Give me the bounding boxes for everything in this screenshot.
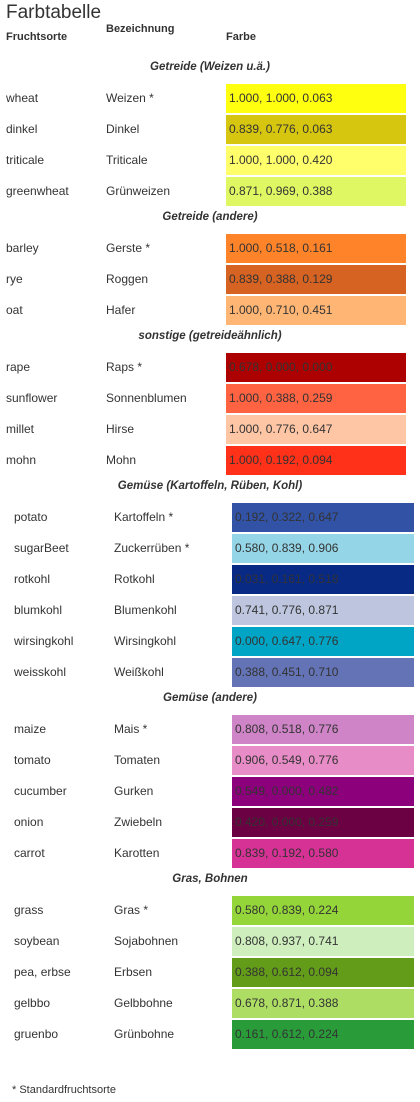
color-swatch: 1.000, 0.388, 0.259 xyxy=(226,384,406,413)
crop-id: wirsingkohl xyxy=(14,634,74,648)
color-swatch: 0.741, 0.776, 0.871 xyxy=(232,596,414,625)
crop-id: tomato xyxy=(14,753,51,767)
color-swatch: 1.000, 1.000, 0.420 xyxy=(226,146,406,175)
crop-name: Gurken xyxy=(114,784,154,798)
crop-id: rape xyxy=(6,360,31,374)
color-swatch: 0.871, 0.969, 0.388 xyxy=(226,177,406,206)
group-title: Gemüse (Kartoffeln, Rüben, Kohl) xyxy=(117,480,303,492)
crop-name: Zuckerrüben * xyxy=(114,541,190,555)
color-swatch: 0.839, 0.776, 0.063 xyxy=(226,115,406,144)
color-swatch: 0.388, 0.612, 0.094 xyxy=(232,958,414,987)
crop-id: barley xyxy=(6,241,39,255)
crop-name: Hafer xyxy=(106,303,136,317)
color-swatch: 1.000, 0.192, 0.094 xyxy=(226,446,406,475)
crop-id: mohn xyxy=(6,453,37,467)
color-swatch: 0.420, 0.000, 0.259 xyxy=(232,808,414,837)
color-swatch: 0.192, 0.322, 0.647 xyxy=(232,503,414,532)
crop-id: soybean xyxy=(14,934,60,948)
crop-id: maize xyxy=(14,722,47,736)
column-header: Bezeichnung xyxy=(106,23,175,35)
color-swatch: 0.580, 0.839, 0.906 xyxy=(232,534,414,563)
color-swatch: 0.839, 0.388, 0.129 xyxy=(226,265,406,294)
crop-name: Dinkel xyxy=(106,122,140,136)
color-swatch: 0.678, 0.871, 0.388 xyxy=(232,989,414,1018)
crop-name: Blumenkohl xyxy=(114,603,177,617)
crop-name: Grünbohne xyxy=(114,1027,175,1041)
crop-name: Raps * xyxy=(106,360,143,374)
group-title: sonstige (getreideähnlich) xyxy=(138,330,282,342)
color-swatch: 1.000, 0.518, 0.161 xyxy=(226,234,406,263)
crop-name: Mais * xyxy=(114,722,148,736)
crop-id: sugarBeet xyxy=(14,541,69,555)
crop-name: Tomaten xyxy=(114,753,161,767)
crop-name: Grünweizen xyxy=(106,184,171,198)
crop-name: Roggen xyxy=(106,272,149,286)
crop-id: rotkohl xyxy=(14,572,51,586)
crop-id: sunflower xyxy=(6,391,58,405)
column-header: Farbe xyxy=(226,31,256,43)
crop-name: Weizen * xyxy=(106,91,154,105)
crop-name: Sonnenblumen xyxy=(106,391,187,405)
crop-name: Hirse xyxy=(106,422,135,436)
crop-id: dinkel xyxy=(6,122,38,136)
crop-name: Erbsen xyxy=(114,965,153,979)
crop-name: Kartoffeln * xyxy=(114,510,174,524)
crop-id: cucumber xyxy=(14,784,67,798)
color-swatch: 0.161, 0.612, 0.224 xyxy=(232,1020,414,1049)
crop-id: weisskohl xyxy=(14,665,67,679)
crop-id: pea, erbse xyxy=(14,965,71,979)
crop-id: gelbbo xyxy=(14,996,51,1010)
crop-name: Mohn xyxy=(106,453,137,467)
crop-id: oat xyxy=(6,303,23,317)
crop-name: Triticale xyxy=(106,153,148,167)
color-swatch: 0.549, 0.000, 0.482 xyxy=(232,777,414,806)
crop-name: Weißkohl xyxy=(114,665,164,679)
crop-id: rye xyxy=(6,272,23,286)
footnote: * Standardfruchtsorte xyxy=(12,1084,116,1096)
crop-name: Gras * xyxy=(114,903,149,917)
crop-id: greenwheat xyxy=(6,184,69,198)
color-swatch: 0.388, 0.451, 0.710 xyxy=(232,658,414,687)
crop-id: carrot xyxy=(14,846,45,860)
crop-id: grass xyxy=(14,903,44,917)
color-swatch: 0.580, 0.839, 0.224 xyxy=(232,896,414,925)
crop-id: triticale xyxy=(6,153,45,167)
crop-name: Wirsingkohl xyxy=(114,634,177,648)
color-swatch: 1.000, 0.710, 0.451 xyxy=(226,296,406,325)
color-swatch: 0.000, 0.647, 0.776 xyxy=(232,627,414,656)
crop-id: wheat xyxy=(6,91,39,105)
color-swatch: 0.031, 0.161, 0.518 xyxy=(232,565,414,594)
group-title: Getreide (Weizen u.ä.) xyxy=(150,61,270,73)
crop-name: Zwiebeln xyxy=(114,815,163,829)
color-swatch: 0.808, 0.937, 0.741 xyxy=(232,927,414,956)
crop-name: Karotten xyxy=(114,846,160,860)
group-title: Getreide (andere) xyxy=(162,211,258,223)
crop-id: potato xyxy=(14,510,48,524)
color-swatch: 0.839, 0.192, 0.580 xyxy=(232,839,414,868)
crop-id: gruenbo xyxy=(14,1027,59,1041)
crop-id: blumkohl xyxy=(14,603,63,617)
crop-name: Gerste * xyxy=(106,241,151,255)
group-title: Gemüse (andere) xyxy=(163,692,257,704)
crop-name: Rotkohl xyxy=(114,572,155,586)
color-swatch: 1.000, 0.776, 0.647 xyxy=(226,415,406,444)
group-title: Gras, Bohnen xyxy=(172,873,248,885)
color-swatch: 0.906, 0.549, 0.776 xyxy=(232,746,414,775)
crop-id: millet xyxy=(6,422,35,436)
color-swatch: 0.678, 0.000, 0.000 xyxy=(226,353,406,382)
column-header: Fruchtsorte xyxy=(6,31,68,43)
color-swatch: 0.808, 0.518, 0.776 xyxy=(232,715,414,744)
color-swatch: 1.000, 1.000, 0.063 xyxy=(226,84,406,113)
title: Farbtabelle xyxy=(6,2,102,23)
crop-id: onion xyxy=(14,815,44,829)
crop-name: Gelbbohne xyxy=(114,996,173,1010)
crop-name: Sojabohnen xyxy=(114,934,179,948)
